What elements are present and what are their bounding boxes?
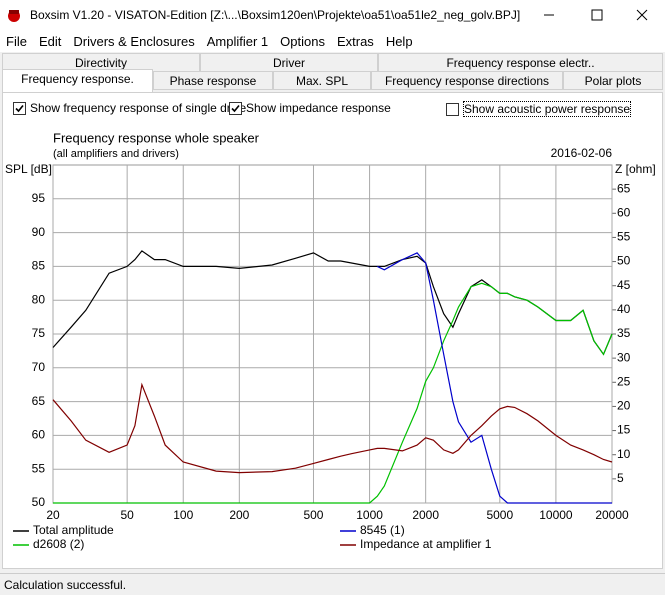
tab[interactable]: Frequency response. bbox=[2, 69, 153, 93]
series-line bbox=[53, 282, 613, 504]
checkbox-option[interactable]: Show frequency response of single drive bbox=[13, 101, 246, 115]
tab[interactable]: Driver bbox=[200, 53, 378, 72]
x-tick-label: 1000 bbox=[356, 508, 383, 522]
x-tick-label: 5000 bbox=[486, 508, 513, 522]
y-axis-label: SPL [dB] bbox=[5, 162, 52, 176]
y2-tick-label: 15 bbox=[617, 423, 631, 437]
y-tick-label: 90 bbox=[32, 225, 46, 239]
x-tick-label: 500 bbox=[303, 508, 323, 522]
y2-tick-label: 60 bbox=[617, 205, 631, 219]
y-tick-label: 60 bbox=[32, 428, 46, 442]
x-tick-label: 50 bbox=[120, 508, 134, 522]
checkbox-option[interactable]: Show impedance response bbox=[229, 101, 391, 115]
checkbox[interactable] bbox=[229, 101, 242, 115]
tab[interactable]: Phase response bbox=[153, 71, 273, 90]
x-tick-label: 100 bbox=[173, 508, 193, 522]
window-controls[interactable] bbox=[530, 0, 665, 30]
chart-subtitle: (all amplifiers and drivers) bbox=[53, 148, 179, 160]
y2-tick-label: 10 bbox=[617, 447, 631, 461]
x-tick-label: 10000 bbox=[539, 508, 573, 522]
check-mark bbox=[231, 104, 240, 112]
y-tick-label: 65 bbox=[32, 394, 46, 408]
tab[interactable]: Frequency response electr.. bbox=[378, 53, 663, 72]
x-tick-label: 20 bbox=[46, 508, 60, 522]
window-title: Boxsim V1.20 - VISATON-Edition [Z:\...\B… bbox=[30, 8, 521, 22]
menu-item[interactable]: File bbox=[6, 34, 27, 49]
chart-date: 2016-02-06 bbox=[551, 146, 613, 160]
legend-label: Total amplitude bbox=[33, 523, 114, 537]
checkbox-label: Show impedance response bbox=[246, 101, 391, 115]
menu-item[interactable]: Amplifier 1 bbox=[206, 34, 269, 49]
y2-tick-label: 50 bbox=[617, 254, 631, 268]
y2-tick-label: 55 bbox=[617, 230, 631, 244]
y-tick-label: 75 bbox=[32, 326, 46, 340]
legend-label: d2608 (2) bbox=[33, 537, 84, 551]
y2-tick-label: 25 bbox=[617, 374, 631, 388]
tab[interactable]: Polar plots bbox=[563, 71, 663, 90]
app-icon bbox=[8, 10, 20, 22]
checkbox-label: Show frequency response of single drive bbox=[30, 101, 247, 115]
status-bar: Calculation successful. bbox=[0, 573, 665, 595]
y-tick-label: 55 bbox=[32, 461, 46, 475]
y2-tick-label: 35 bbox=[617, 326, 631, 340]
title-bar: Boxsim V1.20 - VISATON-Edition [Z:\...\B… bbox=[0, 0, 665, 30]
checkbox[interactable] bbox=[446, 102, 459, 116]
y2-tick-label: 40 bbox=[617, 302, 631, 316]
checkbox[interactable] bbox=[13, 101, 26, 115]
legend-label: 8545 (1) bbox=[360, 523, 405, 537]
menu-item[interactable]: Help bbox=[385, 34, 413, 49]
x-tick-label: 200 bbox=[229, 508, 249, 522]
x-tick-label: 2000 bbox=[412, 508, 439, 522]
x-tick-label: 20000 bbox=[595, 508, 629, 522]
check-mark bbox=[15, 104, 24, 112]
chart-title: Frequency response whole speaker bbox=[53, 130, 260, 145]
chart: Frequency response whole speaker (all am… bbox=[5, 130, 656, 551]
y-tick-label: 95 bbox=[32, 191, 46, 205]
tab[interactable]: Max. SPL bbox=[273, 71, 371, 90]
menu-item[interactable]: Options bbox=[280, 34, 325, 49]
y2-tick-label: 30 bbox=[617, 350, 631, 364]
menu-bar: File Edit Drivers & Enclosures Amplifier 1 O… bbox=[0, 30, 665, 52]
y2-axis-label: Z [ohm] bbox=[615, 162, 656, 176]
checkbox-option[interactable]: Show acoustic power response bbox=[446, 101, 632, 117]
legend-label: Impedance at amplifier 1 bbox=[360, 537, 492, 551]
y2-tick-label: 20 bbox=[617, 399, 631, 413]
y-tick-label: 50 bbox=[32, 495, 46, 509]
series-line bbox=[377, 252, 612, 504]
y2-tick-label: 45 bbox=[617, 278, 631, 292]
y-tick-label: 70 bbox=[32, 360, 46, 374]
y-tick-label: 80 bbox=[32, 292, 46, 306]
menu-item[interactable]: Drivers & Enclosures bbox=[73, 34, 195, 49]
series-line bbox=[52, 382, 613, 474]
y2-tick-label: 65 bbox=[617, 181, 631, 195]
tab[interactable]: Frequency response directions bbox=[371, 71, 563, 90]
menu-item[interactable]: Edit bbox=[38, 34, 62, 49]
y2-tick-label: 5 bbox=[617, 471, 624, 485]
y-tick-label: 85 bbox=[32, 259, 46, 273]
menu-item[interactable]: Extras bbox=[336, 34, 374, 49]
checkbox-label: Show acoustic power response bbox=[463, 101, 632, 117]
